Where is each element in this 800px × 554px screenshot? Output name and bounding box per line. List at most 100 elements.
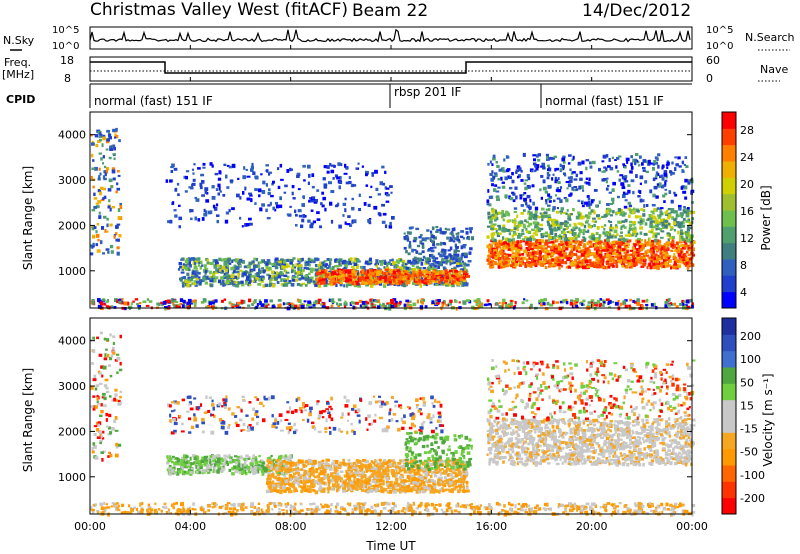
data-cell: [384, 224, 388, 229]
data-cell: [100, 301, 104, 306]
data-cell: [261, 275, 265, 279]
data-cell: [217, 177, 222, 181]
data-cell: [329, 201, 333, 206]
data-cell: [678, 264, 682, 268]
data-cell: [632, 299, 635, 303]
data-cell: [439, 241, 443, 246]
data-cell: [612, 251, 616, 256]
data-cell: [515, 195, 518, 200]
data-cell: [585, 177, 589, 180]
data-cell: [545, 214, 550, 218]
data-cell: [431, 253, 434, 257]
data-cell: [193, 303, 197, 307]
data-cell: [344, 208, 347, 213]
data-cell: [347, 215, 351, 219]
data-cell: [428, 248, 432, 251]
data-cell: [598, 234, 601, 239]
data-cell: [336, 273, 340, 277]
data-cell: [373, 205, 378, 210]
data-cell: [275, 204, 280, 209]
data-cell: [520, 212, 524, 215]
data-cell: [605, 240, 609, 245]
data-cell: [587, 223, 591, 228]
data-cell: [302, 269, 305, 272]
data-cell: [177, 193, 180, 197]
data-cell: [639, 190, 642, 194]
data-cell: [212, 204, 216, 209]
data-cell: [675, 163, 679, 167]
data-cell: [209, 277, 212, 280]
data-cell: [502, 181, 505, 184]
data-cell: [635, 239, 638, 243]
data-cell: [253, 300, 256, 305]
data-cell: [525, 230, 529, 233]
data-cell: [659, 207, 664, 210]
data-cell: [109, 431, 113, 435]
data-cell: [223, 258, 227, 262]
data-cell: [242, 260, 246, 264]
data-cell: [91, 142, 95, 146]
data-cell: [458, 260, 461, 263]
data-cell: [296, 174, 300, 178]
data-cell: [220, 271, 225, 274]
data-cell: [627, 201, 632, 205]
data-cell: [600, 225, 604, 229]
data-cell: [511, 259, 515, 263]
data-cell: [359, 279, 363, 282]
data-cell: [518, 244, 523, 248]
colorbar-segment: [722, 210, 736, 227]
data-cell: [374, 169, 378, 174]
data-cell: [636, 254, 640, 257]
data-cell: [375, 282, 378, 286]
data-cell: [270, 194, 274, 198]
data-cell: [216, 203, 219, 207]
data-cell: [570, 231, 573, 234]
data-cell: [514, 301, 517, 305]
data-cell: [102, 365, 107, 370]
data-cell: [663, 254, 668, 258]
data-cell: [416, 268, 421, 272]
data-cell: [308, 263, 311, 267]
data-cell: [303, 266, 307, 269]
data-cell: [358, 275, 361, 279]
data-cell: [393, 278, 396, 283]
data-cell: [416, 244, 421, 248]
data-cell: [353, 270, 358, 273]
data-cell: [656, 207, 660, 210]
data-cell: [276, 262, 280, 266]
data-cell: [350, 300, 354, 305]
data-cell: [102, 134, 106, 138]
data-cell: [352, 266, 355, 270]
data-cell: [329, 278, 332, 281]
data-cell: [383, 282, 387, 286]
data-cell: [109, 333, 112, 337]
data-cell: [373, 274, 377, 278]
data-cell: [433, 269, 437, 272]
data-cell: [552, 300, 555, 305]
data-cell: [642, 209, 646, 212]
data-cell: [421, 280, 424, 284]
data-cell: [260, 303, 265, 307]
data-cell: [379, 260, 383, 264]
data-cell: [624, 264, 629, 269]
data-cell: [281, 265, 284, 269]
data-cell: [493, 223, 497, 226]
data-cell: [323, 165, 328, 169]
data-cell: [528, 257, 531, 260]
data-cell: [537, 245, 541, 248]
data-cell: [571, 237, 575, 240]
data-cell: [543, 249, 548, 253]
data-cell: [506, 228, 510, 232]
data-cell: [511, 172, 514, 176]
data-cell: [301, 282, 306, 286]
data-cell: [248, 271, 252, 274]
data-cell: [105, 167, 110, 171]
data-cell: [624, 175, 628, 179]
data-cell: [606, 203, 610, 207]
data-cell: [307, 267, 310, 271]
data-cell: [230, 274, 235, 278]
data-cell: [573, 186, 578, 189]
data-cell: [513, 223, 516, 227]
data-cell: [368, 280, 372, 285]
data-cell: [555, 220, 559, 223]
